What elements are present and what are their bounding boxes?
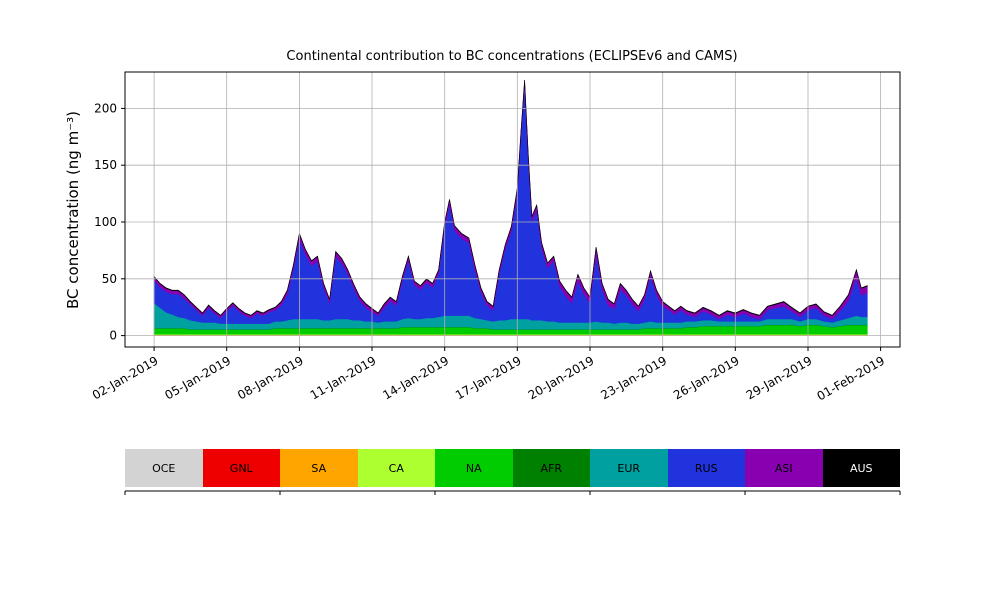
legend-item-AFR: AFR xyxy=(512,449,590,487)
axes: 0 50 100 150 200 02-Jan-2019 05-Jan-2019 08-Jan… xyxy=(90,71,901,403)
y-tick-label: 200 xyxy=(94,101,117,115)
x-tick-label: 08-Jan-2019 xyxy=(235,353,306,402)
x-tick-label: 14-Jan-2019 xyxy=(380,353,451,402)
y-tick-label: 0 xyxy=(109,329,117,343)
legend-item-NA: NA xyxy=(435,449,513,487)
legend-item-ASI: ASI xyxy=(745,449,823,487)
plot-frame xyxy=(124,71,901,348)
legend-item-GNL: GNL xyxy=(202,449,280,487)
legend-item-RUS: RUS xyxy=(667,449,745,487)
x-tick-label: 29-Jan-2019 xyxy=(744,353,815,402)
legend-item-OCE: OCE xyxy=(125,449,203,487)
stacked-areas xyxy=(153,79,868,336)
x-tick-label: 05-Jan-2019 xyxy=(162,353,233,402)
series-AUS xyxy=(153,79,868,317)
y-tick-label: 150 xyxy=(94,158,117,172)
x-tick-label: 20-Jan-2019 xyxy=(526,353,597,402)
x-tick-label: 02-Jan-2019 xyxy=(90,353,161,402)
y-axis-label: BC concentration (ng m⁻³) xyxy=(64,111,82,309)
grid-lines xyxy=(125,72,900,347)
y-tick-label: 100 xyxy=(94,215,117,229)
stacked-area-chart: 0 50 100 150 200 02-Jan-2019 05-Jan-2019 08-Jan… xyxy=(64,49,901,403)
x-tick-label: 01-Feb-2019 xyxy=(815,353,888,403)
legend-item-SA: SA xyxy=(280,449,358,487)
x-tick-label: 17-Jan-2019 xyxy=(453,353,524,402)
y-tick-label: 50 xyxy=(102,272,117,286)
x-tick-label: 23-Jan-2019 xyxy=(598,353,669,402)
x-tick-label: 11-Jan-2019 xyxy=(308,353,379,402)
legend: OCE GNL SA CA NA AFR EUR RUS ASI AUS xyxy=(125,449,900,487)
legend-item-AUS: AUS xyxy=(822,449,900,487)
chart-title: Continental contribution to BC concentra… xyxy=(286,49,737,64)
legend-axis xyxy=(124,490,901,495)
legend-item-CA: CA xyxy=(357,449,435,487)
series-RUS xyxy=(153,84,868,324)
x-tick-label: 26-Jan-2019 xyxy=(671,353,742,402)
legend-item-EUR: EUR xyxy=(590,449,668,487)
